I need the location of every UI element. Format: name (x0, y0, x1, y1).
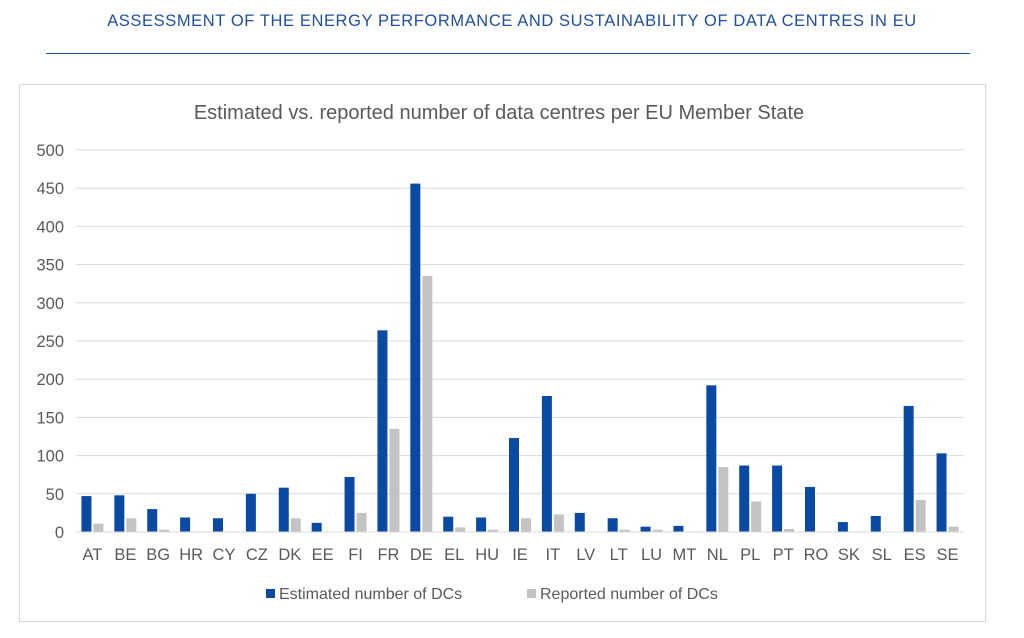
bar-estimated-cz (245, 493, 256, 532)
legend-swatch-reported (527, 589, 536, 598)
bar-estimated-de (410, 183, 421, 532)
bar-reported-pt (784, 528, 795, 532)
x-tick-label: PT (773, 546, 794, 564)
bar-estimated-nl (706, 385, 717, 532)
x-tick-label: FI (348, 546, 363, 564)
bar-estimated-at (81, 496, 92, 532)
x-tick-label: NL (707, 546, 728, 564)
bar-estimated-fr (377, 330, 388, 532)
header-divider (46, 53, 970, 54)
bar-reported-dk (290, 518, 301, 532)
legend-swatch-estimated (266, 589, 275, 598)
bars (81, 183, 959, 532)
legend-label-estimated: Estimated number of DCs (279, 586, 462, 603)
x-tick-label: PL (740, 546, 760, 564)
bar-estimated-se (936, 453, 947, 532)
bar-estimated-bg (147, 509, 158, 532)
x-tick-label: CY (213, 546, 236, 564)
x-axis: AT BE BG HR CY CZ DK EE FI FR DE EL HU IE IT LV LT LU MT NL… (76, 531, 964, 564)
bar-reported-lt (619, 529, 630, 532)
document-title: ASSESSMENT OF THE ENERGY PERFORMANCE AND… (107, 12, 917, 30)
x-tick-label: SE (937, 546, 959, 564)
x-tick-label: LU (641, 546, 662, 564)
bar-reported-fr (389, 428, 400, 532)
bar-estimated-lv (574, 512, 585, 532)
x-tick-label: FR (377, 546, 399, 564)
bar-estimated-hr (180, 517, 191, 532)
bar-reported-at (93, 523, 104, 532)
bar-estimated-fi (344, 476, 355, 532)
bar-reported-lu (652, 529, 663, 532)
x-tick-label: LT (610, 546, 628, 564)
x-tick-label: MT (673, 546, 697, 564)
legend: Estimated number of DCs Reported number … (266, 586, 718, 603)
bar-estimated-lu (640, 526, 651, 532)
chart-title: Estimated vs. reported number of data ce… (194, 102, 804, 124)
x-tick-label: CZ (246, 546, 268, 564)
bar-estimated-be (114, 495, 125, 532)
y-tick-label: 150 (36, 409, 64, 427)
y-tick-label: 350 (36, 257, 64, 275)
x-tick-label: DK (278, 546, 301, 564)
x-tick-label: HR (179, 546, 203, 564)
gridlines (76, 149, 964, 533)
bar-reported-it (553, 514, 564, 532)
bar-reported-se (948, 526, 959, 532)
x-tick-label: BG (146, 546, 170, 564)
bar-estimated-sl (870, 515, 881, 532)
bar-estimated-es (903, 405, 914, 532)
bar-reported-ie (521, 518, 531, 532)
x-tick-label: RO (804, 546, 829, 564)
y-tick-label: 50 (46, 486, 64, 504)
bar-reported-nl (718, 467, 729, 532)
bar-estimated-mt (673, 525, 684, 532)
document-header: ASSESSMENT OF THE ENERGY PERFORMANCE AND… (0, 0, 1024, 60)
bar-reported-de (422, 276, 433, 532)
bar-estimated-pt (772, 465, 783, 532)
bar-estimated-cy (213, 518, 223, 532)
bar-estimated-el (443, 516, 454, 532)
bar-reported-es (915, 499, 926, 532)
x-tick-label: IT (546, 546, 561, 564)
y-tick-label: 450 (36, 180, 64, 198)
bar-reported-el (455, 527, 466, 532)
y-tick-label: 200 (36, 371, 64, 389)
bar-reported-be (126, 518, 137, 532)
x-tick-label: EE (312, 546, 334, 564)
x-tick-label: BE (114, 546, 136, 564)
x-tick-label: ES (904, 546, 926, 564)
bar-estimated-hu (476, 517, 487, 532)
bar-estimated-it (541, 396, 552, 532)
bar-estimated-ie (509, 438, 519, 532)
x-tick-label: SK (838, 546, 860, 564)
y-tick-label: 400 (36, 218, 64, 236)
x-tick-label: IE (512, 546, 528, 564)
bar-estimated-ro (805, 486, 815, 532)
bar-estimated-lt (607, 518, 618, 532)
bar-reported-fi (356, 512, 367, 532)
x-tick-label: DE (410, 546, 433, 564)
bar-estimated-pl (739, 465, 750, 532)
bar-reported-hu (488, 529, 499, 532)
y-tick-label: 250 (36, 333, 64, 351)
bar-estimated-sk (837, 522, 848, 532)
bar-estimated-ee (311, 522, 322, 532)
y-tick-label: 0 (55, 524, 64, 542)
bar-estimated-dk (278, 487, 289, 532)
y-tick-label: 100 (36, 448, 64, 466)
y-tick-label: 500 (36, 142, 64, 160)
bar-reported-bg (159, 529, 170, 532)
x-tick-label: EL (444, 546, 464, 564)
x-tick-label: AT (83, 546, 103, 564)
bar-reported-pl (751, 501, 762, 532)
x-tick-label: HU (475, 546, 499, 564)
legend-label-reported: Reported number of DCs (540, 586, 718, 603)
x-tick-label: SL (872, 546, 892, 564)
y-tick-label: 300 (36, 295, 64, 313)
x-tick-label: LV (576, 546, 595, 564)
